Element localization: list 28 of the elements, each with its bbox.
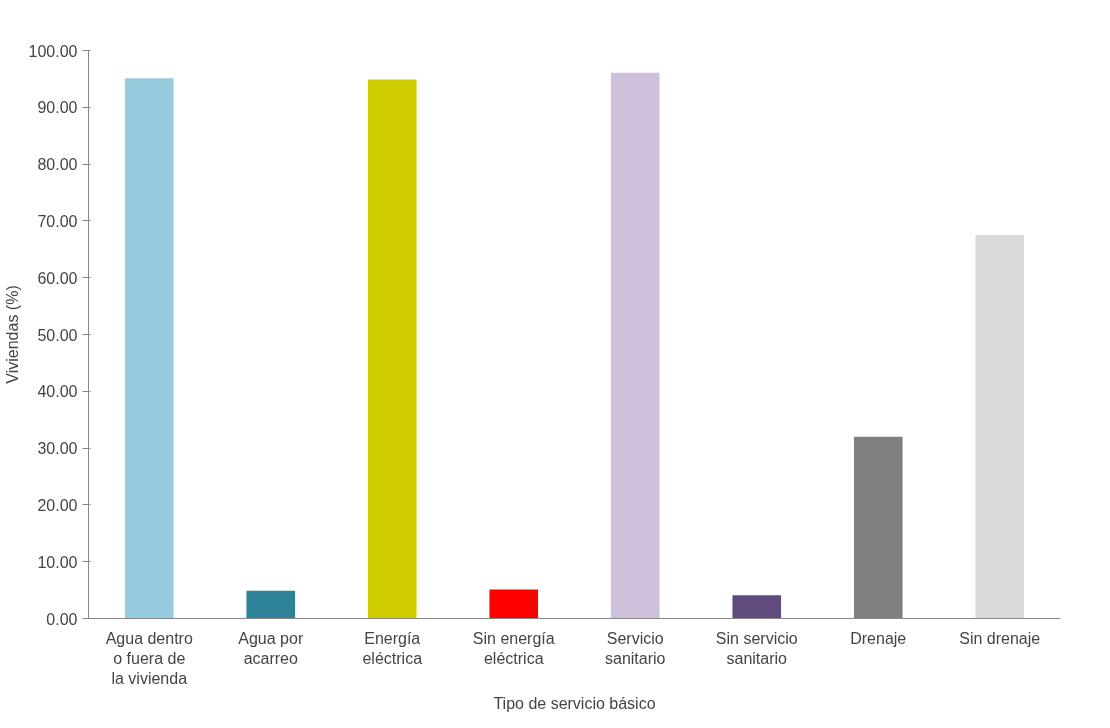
bar — [489, 589, 539, 619]
x-tick-label: Sin servicio sanitario — [715, 629, 798, 667]
y-tick-label: 40.00 — [37, 383, 78, 401]
bar — [732, 595, 782, 619]
bar — [610, 72, 660, 619]
bar — [367, 79, 417, 619]
y-tick-label: 100.00 — [28, 42, 78, 60]
x-tick-label: Energía eléctrica — [362, 629, 423, 667]
x-tick-label: Servicio sanitario — [605, 629, 666, 667]
x-tick-label: Drenaje — [850, 629, 907, 647]
x-tick-label: Sin drenaje — [959, 629, 1041, 647]
y-axis-title: Viviendas (%) — [3, 285, 21, 384]
x-axis-title: Tipo de servicio básico — [493, 695, 656, 713]
x-tick-label: Agua por acarreo — [238, 629, 304, 667]
y-tick-label: 30.00 — [37, 440, 78, 458]
y-tick-label: 10.00 — [37, 553, 78, 571]
x-tick-label: Sin energía eléctrica — [472, 629, 555, 667]
y-tick-label: 50.00 — [37, 326, 78, 344]
y-tick-label: 60.00 — [37, 269, 78, 287]
bar — [124, 78, 174, 619]
bar — [975, 235, 1025, 619]
y-tick-label: 70.00 — [37, 212, 78, 230]
y-tick-label: 90.00 — [37, 99, 78, 117]
y-tick-label: 80.00 — [37, 156, 78, 174]
x-tick-label: Agua dentro o fuera de la vivienda — [105, 629, 193, 688]
bar — [246, 590, 296, 619]
y-tick-label: 20.00 — [37, 496, 78, 514]
y-tick-label: 0.00 — [46, 610, 78, 628]
